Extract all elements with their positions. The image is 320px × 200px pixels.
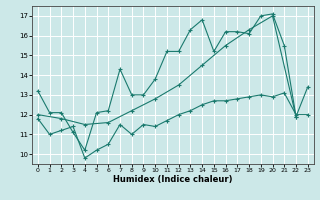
X-axis label: Humidex (Indice chaleur): Humidex (Indice chaleur) <box>113 175 233 184</box>
